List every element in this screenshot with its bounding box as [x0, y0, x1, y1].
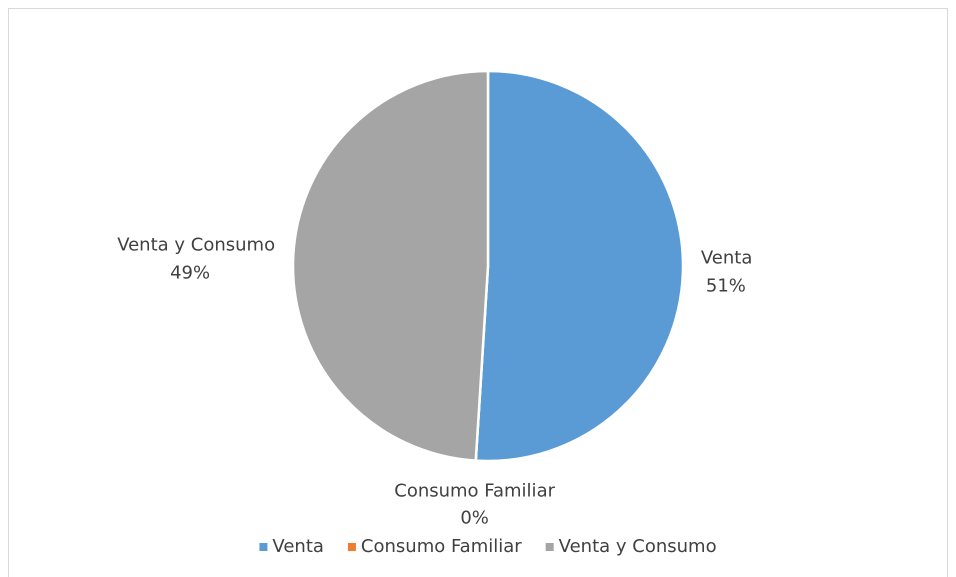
data-label-category: Venta y Consumo: [117, 234, 275, 255]
legend-swatch: [259, 543, 268, 551]
data-label-value: 51%: [706, 276, 746, 297]
data-label-category: Consumo Familiar: [394, 481, 555, 502]
legend-label: Venta: [272, 536, 324, 557]
pie-slice: [291, 69, 490, 462]
legend: Venta Consumo Familiar Venta y Consumo: [259, 536, 717, 557]
legend-swatch: [347, 543, 356, 551]
legend-swatch: [545, 543, 554, 551]
legend-label: Consumo Familiar: [361, 536, 522, 557]
legend-label: Venta y Consumo: [559, 536, 717, 557]
pie-slice: [474, 69, 685, 463]
data-label-value: 49%: [170, 262, 210, 283]
data-label-value: 0%: [460, 508, 489, 529]
data-label-category: Venta: [701, 248, 753, 269]
